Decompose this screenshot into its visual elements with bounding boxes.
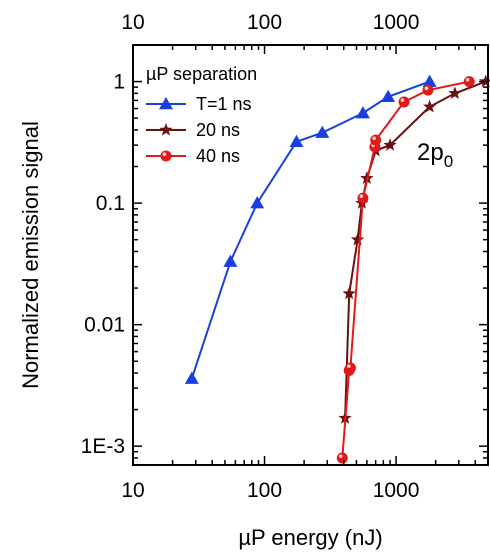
y-tick-label: 1E-3 xyxy=(81,435,125,458)
x-top-tick-label: 10 xyxy=(121,11,144,34)
data-point xyxy=(422,84,434,96)
y-axis-title: Normalized emission signal xyxy=(18,121,43,389)
legend-marker xyxy=(159,97,173,110)
y-tick-label: 0.1 xyxy=(96,192,125,215)
series-line xyxy=(341,80,470,459)
data-point xyxy=(383,138,397,151)
x-top-tick-label: 100 xyxy=(247,11,282,34)
data-point xyxy=(289,134,304,147)
plot-frame xyxy=(132,44,489,466)
marker-highlight xyxy=(338,454,343,458)
y-tick-label: 0.01 xyxy=(84,314,125,337)
data-point xyxy=(342,286,356,300)
marker-body xyxy=(336,452,348,464)
data-point xyxy=(350,232,365,246)
data-point xyxy=(315,125,330,138)
marker-highlight xyxy=(162,152,167,156)
data-point xyxy=(336,452,348,464)
legend-title: µP separation xyxy=(146,64,257,84)
legend-item: T=1 ns xyxy=(146,94,252,114)
legend: µP separation T=1 ns 20 ns 40 ns xyxy=(146,64,257,166)
marker-body xyxy=(422,84,434,96)
axes-layer: 10 10 100 100 1000 1000 1E-3 0.01 0.1 1 xyxy=(81,11,489,502)
data-point xyxy=(250,196,265,209)
series-20-ns xyxy=(338,74,490,424)
legend-label: 40 ns xyxy=(196,146,240,166)
marker-body xyxy=(398,96,410,108)
marker-body xyxy=(344,362,356,374)
marker-body xyxy=(370,134,382,146)
data-point xyxy=(422,74,437,87)
marker-highlight xyxy=(372,136,376,141)
series-line xyxy=(344,80,487,419)
annotation-2p0: 2p0 xyxy=(417,139,453,171)
marker-highlight xyxy=(400,98,405,102)
data-point xyxy=(344,362,356,374)
annotation-base: 2p xyxy=(417,139,444,166)
marker-body xyxy=(357,192,369,204)
series-t-1-ns xyxy=(184,74,437,384)
legend-item: 20 ns xyxy=(146,120,240,140)
marker-highlight xyxy=(347,364,351,368)
x-top-tick-label: 1000 xyxy=(373,11,420,34)
data-point xyxy=(381,89,396,103)
marker-highlight xyxy=(359,194,364,199)
marker-body xyxy=(160,150,172,162)
data-point xyxy=(422,99,437,113)
x-tick-label: 100 xyxy=(247,479,282,502)
data-point xyxy=(184,371,199,384)
data-point xyxy=(370,134,382,146)
data-point xyxy=(448,86,462,100)
x-tick-label: 10 xyxy=(121,479,144,502)
annotation-subscript: 0 xyxy=(444,152,453,171)
data-point xyxy=(398,96,410,108)
data-point xyxy=(463,76,475,88)
x-tick-label: 1000 xyxy=(373,479,420,502)
legend-label: 20 ns xyxy=(196,120,240,140)
x-axis-title: µP energy (nJ) xyxy=(238,525,382,550)
series-40-ns xyxy=(336,76,475,464)
marker-highlight xyxy=(465,77,470,82)
data-point xyxy=(223,254,238,267)
y-tick-label: 1 xyxy=(113,71,125,94)
legend-marker xyxy=(160,150,172,162)
legend-item: 40 ns xyxy=(146,146,240,166)
data-point xyxy=(355,106,370,119)
marker-highlight xyxy=(424,86,429,91)
legend-label: T=1 ns xyxy=(196,94,252,114)
legend-marker xyxy=(159,123,173,136)
data-point xyxy=(357,192,369,204)
marker-body xyxy=(463,76,475,88)
